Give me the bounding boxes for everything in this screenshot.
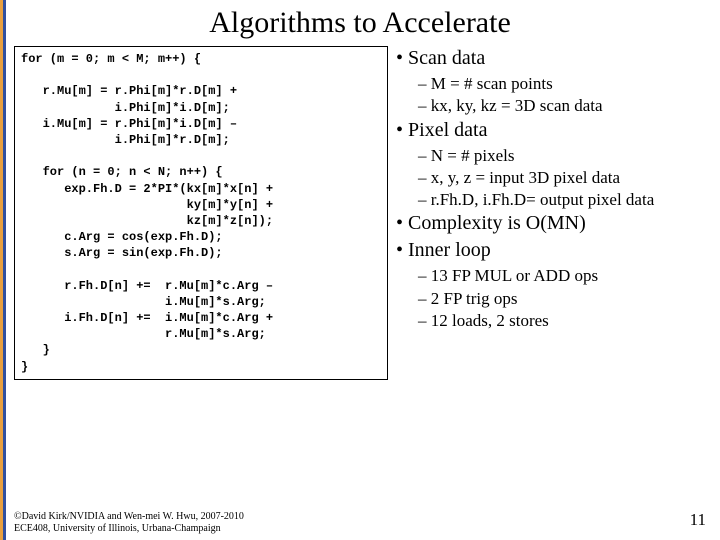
bullet-complexity: Complexity is O(MN) [396,211,710,236]
footer-line1: David Kirk/NVIDIA and Wen-mei W. Hwu, 20… [22,511,244,522]
bullet-scan-data: Scan data [396,46,710,71]
bullet-list: Scan data M = # scan points kx, ky, kz =… [396,46,710,380]
bullet-pixel-sub2: x, y, z = input 3D pixel data [396,167,710,188]
bullet-pixel-data: Pixel data [396,118,710,143]
bullet-inner-sub3: 12 loads, 2 stores [396,310,710,331]
content-row: for (m = 0; m < M; m++) { r.Mu[m] = r.Ph… [0,46,720,380]
copyright-icon: © [14,511,22,522]
bullet-inner-sub2: 2 FP trig ops [396,288,710,309]
slide-edge-blue [3,0,6,540]
bullet-inner-sub1: 13 FP MUL or ADD ops [396,265,710,286]
bullet-pixel-sub3: r.Fh.D, i.Fh.D= output pixel data [396,189,710,210]
footer-line2: ECE408, University of Illinois, Urbana-C… [14,523,221,534]
code-block: for (m = 0; m < M; m++) { r.Mu[m] = r.Ph… [14,46,388,380]
page-number: 11 [690,510,706,530]
page-title: Algorithms to Accelerate [0,0,720,46]
bullet-scan-sub2: kx, ky, kz = 3D scan data [396,95,710,116]
bullet-scan-sub1: M = # scan points [396,73,710,94]
bullet-pixel-sub1: N = # pixels [396,145,710,166]
bullet-inner-loop: Inner loop [396,238,710,263]
footer-credits: ©David Kirk/NVIDIA and Wen-mei W. Hwu, 2… [14,511,244,534]
